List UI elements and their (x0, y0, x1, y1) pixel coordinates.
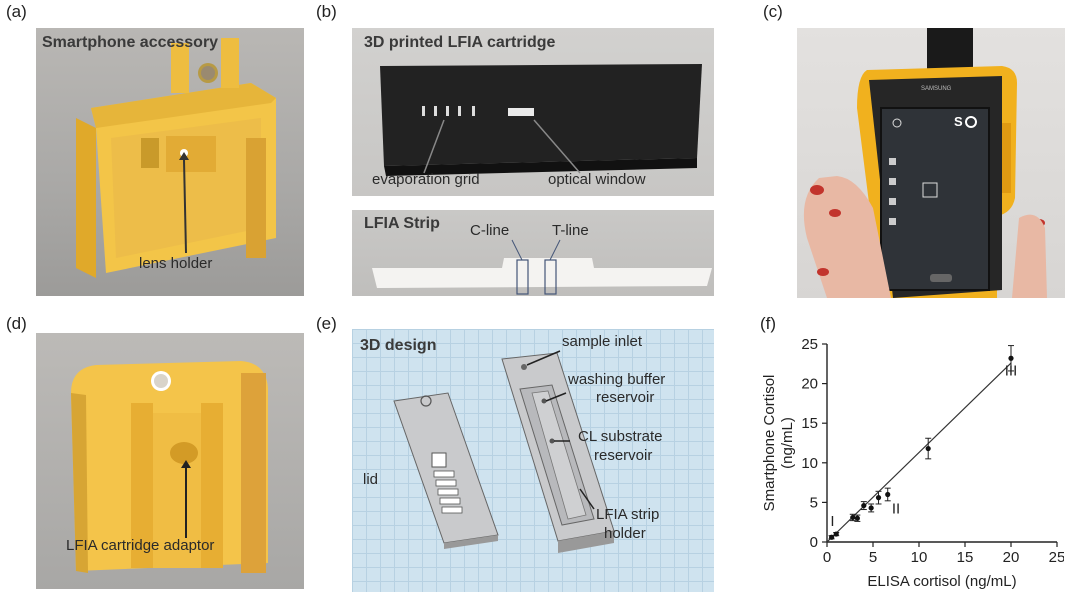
annotation-optical-window: optical window (548, 171, 646, 188)
x-tick-label: 20 (1003, 549, 1020, 566)
chart-points (828, 345, 1014, 540)
strip-illustration (372, 239, 712, 295)
chart-annotation: I (830, 513, 834, 530)
panel-label-f: (f) (760, 314, 777, 333)
design-illustration (393, 350, 615, 553)
fit-line (826, 362, 1012, 543)
photo-smartphone-in-hand: SAMSUNG S (797, 28, 1065, 298)
panel-label-b: (b) (316, 2, 337, 21)
data-point (829, 534, 835, 540)
y-axis-label-line: Smartphone Cortisol (761, 375, 778, 512)
panel-a-title: Smartphone accessory (42, 34, 219, 51)
x-tick-label: 25 (1049, 549, 1064, 566)
chart-fit-line (826, 362, 1012, 543)
x-tick-label: 5 (869, 549, 877, 566)
phone-illustration (803, 28, 1047, 298)
panel-label-e: (e) (316, 314, 337, 333)
photo-lfia-cartridge: 3D printed LFIA cartridge evaporation gr… (352, 28, 714, 196)
y-tick-label: 25 (801, 336, 818, 353)
y-axis-label: Smartphone Cortisol(ng/mL) (761, 375, 796, 512)
data-point (833, 531, 839, 537)
x-tick-label: 10 (911, 549, 928, 566)
y-tick-label: 10 (801, 455, 818, 472)
x-tick-label: 0 (823, 549, 831, 566)
annotation-cl-substrate-1: CL substrate (578, 428, 663, 445)
y-tick-label: 5 (810, 494, 818, 511)
data-point (854, 515, 860, 521)
data-point (885, 491, 891, 498)
annotation-evaporation-grid: evaporation grid (372, 171, 480, 188)
chart-annotation: III (1005, 363, 1018, 380)
panel-label-c: (c) (763, 2, 783, 21)
x-tick-label: 15 (957, 549, 974, 566)
data-point (925, 445, 931, 452)
annotation-lfia-strip-holder-2: holder (604, 525, 646, 542)
annotation-washing-buffer-2: reservoir (596, 389, 655, 406)
phone-mode-icon: S (954, 114, 963, 129)
annotation-t-line: T-line (552, 222, 589, 239)
data-point (861, 502, 867, 509)
photo-lfia-cartridge-adaptor: LFIA cartridge adaptor (36, 333, 304, 589)
panel-e-title: 3D design (360, 337, 437, 354)
accessory-illustration (76, 38, 276, 278)
data-point (868, 505, 874, 511)
adaptor-illustration (71, 361, 268, 573)
annotation-sample-inlet: sample inlet (562, 333, 643, 350)
annotation-washing-buffer-1: washing buffer (568, 371, 666, 388)
chart-panel: 0 5 10 15 20 25 0 5 10 15 20 25 I II III ELISA cortis… (752, 332, 1065, 592)
chart-annotation: II (892, 500, 900, 517)
panel-label-a: (a) (6, 2, 27, 21)
x-axis-label: ELISA cortisol (ng/mL) (867, 573, 1016, 590)
photo-smartphone-accessory: Smartphone accessory lens holder (36, 28, 304, 296)
data-point (875, 495, 882, 501)
panel-label-d: (d) (6, 314, 27, 333)
photo-3d-design: 3D design sample inlet washing buffer re… (352, 329, 714, 592)
annotation-lfia-strip-holder-1: LFIA strip (596, 506, 660, 523)
photo-lfia-strip: LFIA Strip C-line T-line (352, 210, 714, 296)
annotation-lfia-cartridge-adaptor: LFIA cartridge adaptor (66, 537, 215, 554)
annotation-cl-substrate-2: reservoir (594, 447, 653, 464)
y-axis-label-line: (ng/mL) (779, 417, 796, 469)
panel-b-title: 3D printed LFIA cartridge (364, 34, 556, 51)
annotation-lid: lid (363, 471, 379, 488)
chart-ticks: 0 5 10 15 20 25 0 5 10 15 20 25 (801, 336, 1065, 566)
y-tick-label: 20 (801, 376, 818, 393)
annotation-lens-holder: lens holder (139, 255, 213, 272)
cartridge-illustration (380, 64, 702, 176)
panel-b2-title: LFIA Strip (364, 215, 440, 232)
data-point (850, 514, 856, 521)
phone-brand: SAMSUNG (921, 86, 952, 92)
chart-axes (826, 344, 1057, 543)
y-tick-label: 0 (810, 534, 818, 551)
annotation-c-line: C-line (470, 222, 510, 239)
y-tick-label: 15 (801, 415, 818, 432)
chart-labels: ELISA cortisol (ng/mL) Smartphone Cortiso… (761, 375, 1017, 590)
data-point (1008, 355, 1014, 361)
